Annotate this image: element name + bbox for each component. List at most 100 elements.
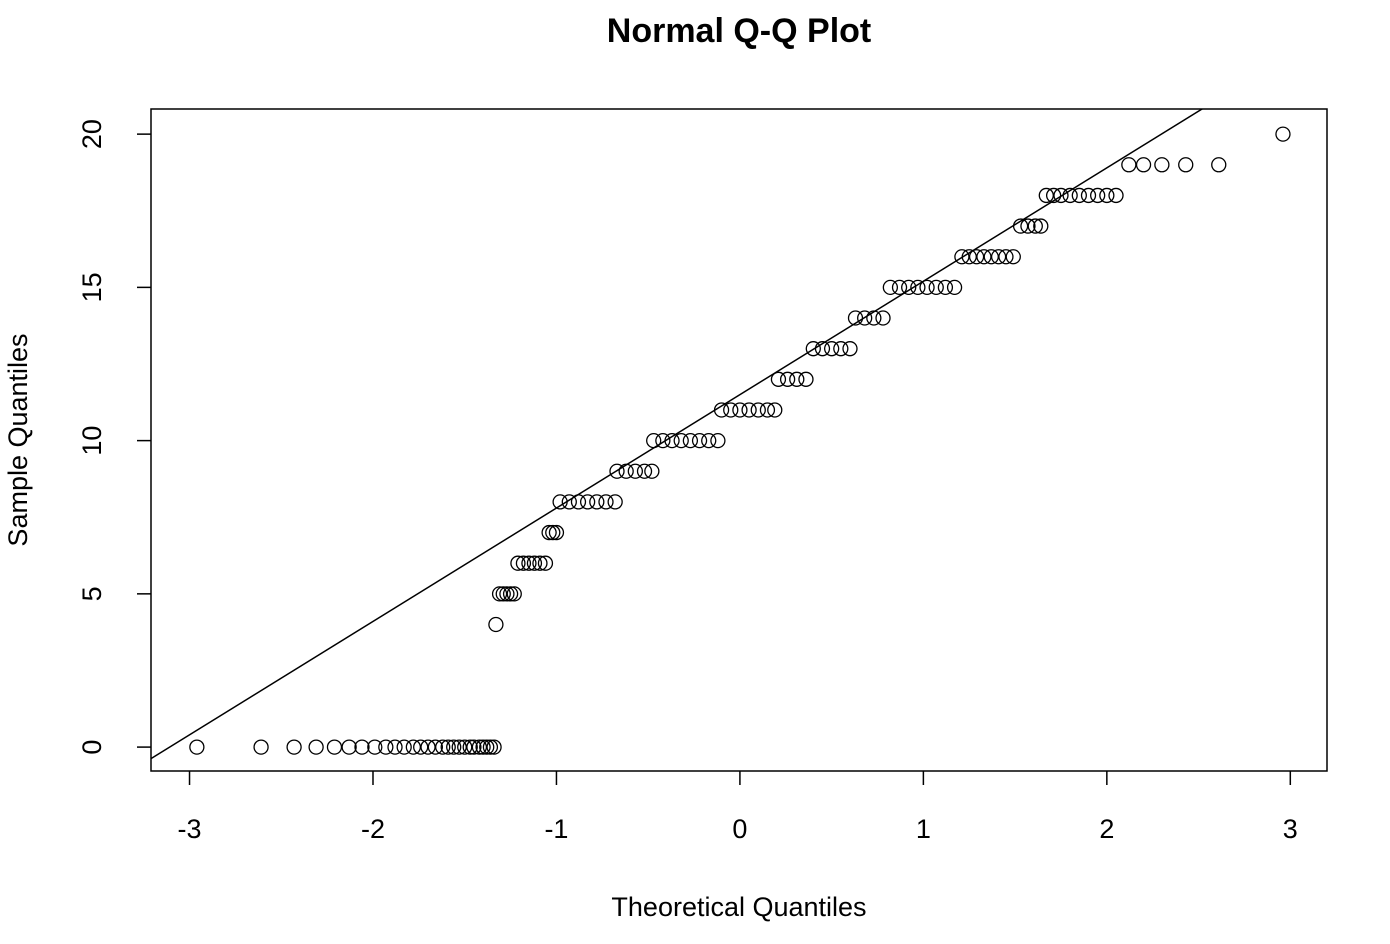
point <box>367 739 383 755</box>
plot-area <box>151 109 1291 760</box>
point <box>983 249 999 265</box>
y-tick-label: 10 <box>77 426 107 456</box>
point <box>823 341 840 357</box>
y-axis-label: Sample Quantiles <box>3 333 33 546</box>
point <box>741 402 757 418</box>
point <box>598 494 614 510</box>
point <box>506 586 522 602</box>
point <box>636 463 653 479</box>
point <box>1121 157 1137 173</box>
point <box>545 524 561 541</box>
point <box>552 494 568 510</box>
point <box>499 586 515 602</box>
point <box>798 371 814 387</box>
point <box>495 586 511 602</box>
point <box>1045 187 1062 204</box>
point <box>440 739 456 755</box>
point <box>521 555 537 571</box>
y-tick-label: 5 <box>77 586 107 601</box>
point <box>655 432 671 449</box>
point <box>901 279 917 296</box>
y-tick-label: 15 <box>77 272 107 302</box>
point <box>396 739 412 755</box>
point <box>954 249 970 265</box>
point <box>1053 187 1069 204</box>
point <box>462 739 478 755</box>
point <box>968 249 985 265</box>
point <box>286 739 302 755</box>
point <box>910 279 926 296</box>
x-tick-label: 2 <box>1099 814 1114 844</box>
point <box>682 432 699 449</box>
point <box>875 310 891 326</box>
point <box>475 739 491 755</box>
point <box>833 341 849 357</box>
point <box>779 371 796 387</box>
point <box>515 555 532 571</box>
point <box>946 279 963 296</box>
point <box>413 739 429 755</box>
point <box>961 249 977 265</box>
point <box>1090 187 1106 204</box>
point <box>691 432 708 449</box>
point <box>491 586 508 602</box>
point <box>759 402 776 418</box>
point <box>882 279 899 296</box>
point <box>701 432 717 449</box>
point <box>341 739 357 755</box>
point <box>1080 187 1097 204</box>
point <box>1027 218 1043 234</box>
point <box>451 739 467 755</box>
chart-title: Normal Q-Q Plot <box>607 12 871 50</box>
point <box>1275 126 1291 142</box>
point <box>1099 187 1115 204</box>
point <box>998 249 1014 265</box>
point <box>1012 218 1029 234</box>
y-tick-label: 0 <box>77 740 107 755</box>
point <box>486 739 502 755</box>
point <box>387 739 403 755</box>
point <box>354 739 370 755</box>
point <box>847 310 864 326</box>
point <box>435 739 451 755</box>
point <box>1135 157 1152 173</box>
y-tick-label: 20 <box>77 119 107 149</box>
point <box>510 555 526 571</box>
point <box>618 463 634 479</box>
point <box>446 739 462 755</box>
point <box>1005 249 1021 265</box>
point <box>732 402 748 418</box>
point <box>482 739 499 755</box>
plot-frame <box>150 108 1328 772</box>
point <box>427 739 444 755</box>
point <box>644 463 660 479</box>
point <box>627 463 643 479</box>
point <box>526 555 543 571</box>
point <box>710 432 726 449</box>
point <box>1020 218 1036 234</box>
point <box>976 249 992 265</box>
point <box>723 402 739 418</box>
point <box>805 341 821 357</box>
point <box>488 616 504 633</box>
point <box>609 463 625 479</box>
reference-line <box>151 109 1204 760</box>
point <box>326 739 343 755</box>
point <box>253 739 269 755</box>
point <box>770 371 787 387</box>
point <box>471 739 488 755</box>
point <box>1154 157 1170 173</box>
point <box>502 586 519 602</box>
point <box>866 310 882 326</box>
point <box>405 739 422 755</box>
point <box>1033 218 1049 234</box>
point <box>457 739 473 755</box>
point <box>1108 187 1124 204</box>
point <box>891 279 908 296</box>
point <box>919 279 935 296</box>
point <box>1062 187 1078 204</box>
point <box>579 494 596 510</box>
point <box>857 310 873 326</box>
point <box>814 341 831 357</box>
x-tick-label: 1 <box>916 814 931 844</box>
